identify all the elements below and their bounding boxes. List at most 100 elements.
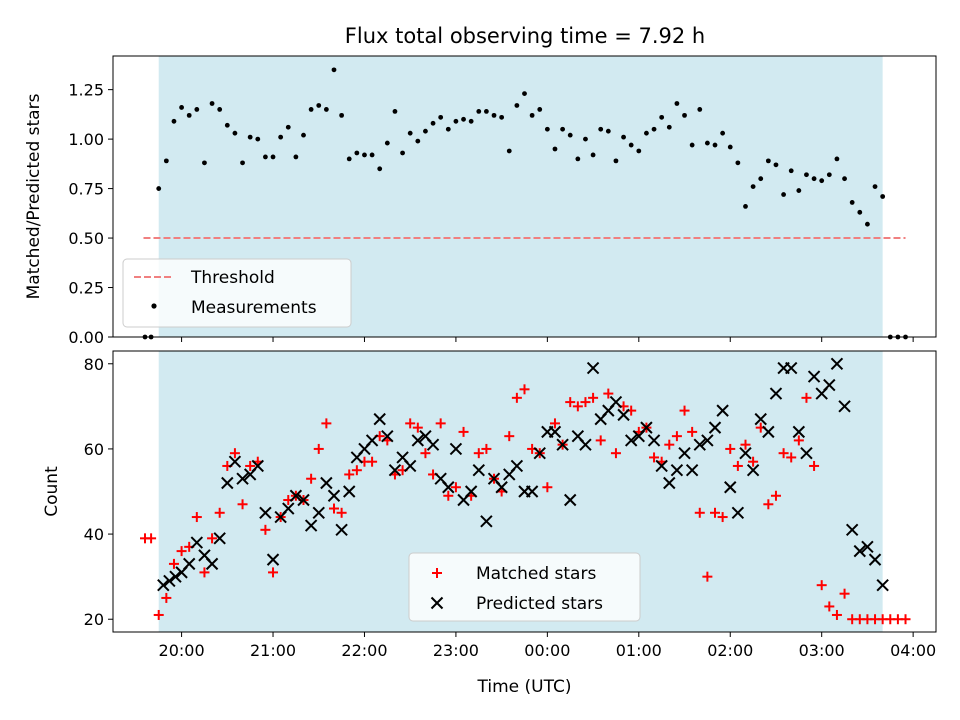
measurement-point	[240, 160, 245, 166]
matched-star-point	[542, 482, 553, 493]
matched-star-point	[549, 418, 560, 429]
x-tick-label: 01:00	[616, 641, 662, 660]
matched-star-point	[146, 533, 157, 544]
predicted-star-point	[769, 387, 783, 400]
measurement-point	[712, 142, 718, 148]
predicted-star-point	[282, 502, 295, 515]
measurement-point	[529, 112, 535, 118]
matched-star-point	[504, 431, 515, 442]
matched-star-point	[565, 397, 576, 408]
measurement-point	[468, 118, 474, 124]
predicted-star-point	[579, 438, 592, 451]
y-tick-label: 0.50	[68, 229, 104, 248]
measurement-point	[461, 116, 466, 122]
measurement-point	[605, 128, 611, 134]
measurement-point	[651, 126, 657, 132]
bottom-y-axis-label: Count	[42, 466, 62, 517]
measurement-point	[575, 156, 581, 162]
matched-star-point	[328, 503, 339, 514]
bottom-plot-area	[140, 357, 911, 625]
predicted-star-point	[304, 519, 318, 532]
matched-star-point	[237, 499, 248, 510]
top-y-axis-label: Matched/Predicted stars	[24, 93, 44, 299]
y-tick-label: 0.75	[68, 180, 104, 199]
matched-star-point	[519, 384, 530, 395]
y-tick-label: 40	[84, 525, 104, 544]
y-tick-label: 20	[84, 610, 104, 629]
measurement-point	[209, 101, 215, 106]
measurement-point	[438, 114, 444, 120]
measurement-point	[819, 178, 825, 184]
measurement-point	[659, 114, 665, 120]
top-y-axis: 0.00 0.25 0.50 0.75 1.00 1.25	[68, 81, 113, 347]
measurement-point	[857, 209, 863, 215]
predicted-star-point	[716, 404, 729, 417]
matched-star-point	[664, 439, 675, 450]
matched-star-point	[679, 405, 690, 416]
matched-star-point	[671, 431, 682, 442]
predicted-star-point	[266, 553, 280, 566]
matched-star-point	[229, 448, 240, 459]
measurement-point	[476, 109, 482, 114]
measurement-point	[293, 154, 299, 160]
matched-star-point	[260, 524, 271, 535]
predicted-star-point	[157, 578, 170, 592]
predicted-star-point	[861, 540, 874, 554]
predicted-star-point	[525, 485, 539, 498]
matched-star-point	[809, 460, 820, 471]
measurement-point	[644, 130, 649, 136]
measurement-point	[255, 136, 261, 142]
predicted-star-point	[876, 578, 889, 592]
measurement-point	[765, 158, 771, 164]
matched-star-point	[306, 473, 317, 484]
measurement-point	[682, 112, 687, 118]
measurement-point	[552, 146, 558, 152]
matched-star-point	[321, 418, 332, 429]
measurement-point	[346, 156, 352, 162]
matched-star-point	[801, 392, 812, 403]
top-plot-area	[142, 67, 908, 340]
measurement-point	[392, 109, 398, 114]
legend-box	[408, 552, 641, 622]
measurement-point	[415, 138, 421, 144]
predicted-star-point	[373, 412, 386, 426]
measurement-point	[826, 172, 832, 178]
predicted-star-point	[411, 434, 425, 447]
predicted-star-point	[426, 438, 440, 451]
y-tick-label: 1.00	[68, 130, 104, 149]
predicted-star-point	[449, 442, 463, 456]
predicted-star-point	[213, 532, 226, 545]
top-x-axis	[181, 337, 914, 342]
matched-star-point	[786, 452, 797, 463]
measurement-point	[369, 152, 375, 158]
matched-star-point	[649, 452, 660, 463]
matched-star-point	[450, 482, 461, 493]
predicted-star-point	[548, 425, 562, 439]
matched-star-point	[168, 558, 179, 569]
predicted-star-point	[163, 574, 176, 588]
bottom-y-axis: 20 40 60 80	[84, 355, 113, 629]
matched-star-point	[473, 448, 484, 459]
predicted-star-point	[640, 421, 653, 434]
measurement-point	[788, 168, 794, 174]
measurement-point	[232, 130, 238, 136]
matched-star-point	[687, 426, 698, 437]
x-tick-label: 22:00	[341, 641, 387, 660]
bottom-legend: Matched stars Predicted stars	[408, 552, 641, 622]
matched-star-point	[207, 533, 218, 544]
predicted-star-point	[320, 476, 333, 490]
measurement-point	[621, 134, 626, 140]
measurement-point	[384, 140, 390, 146]
predicted-star-point	[495, 481, 508, 494]
measurement-point	[270, 154, 276, 160]
top-axes-frame	[112, 55, 937, 338]
predicted-star-point	[327, 489, 341, 502]
predicted-star-point	[838, 400, 851, 413]
predicted-star-point	[533, 446, 546, 460]
measurement-point	[727, 144, 733, 150]
x-tick-label: 03:00	[799, 641, 845, 660]
predicted-star-point	[586, 361, 600, 375]
matched-star-point	[740, 439, 751, 450]
matched-star-point	[313, 443, 324, 454]
